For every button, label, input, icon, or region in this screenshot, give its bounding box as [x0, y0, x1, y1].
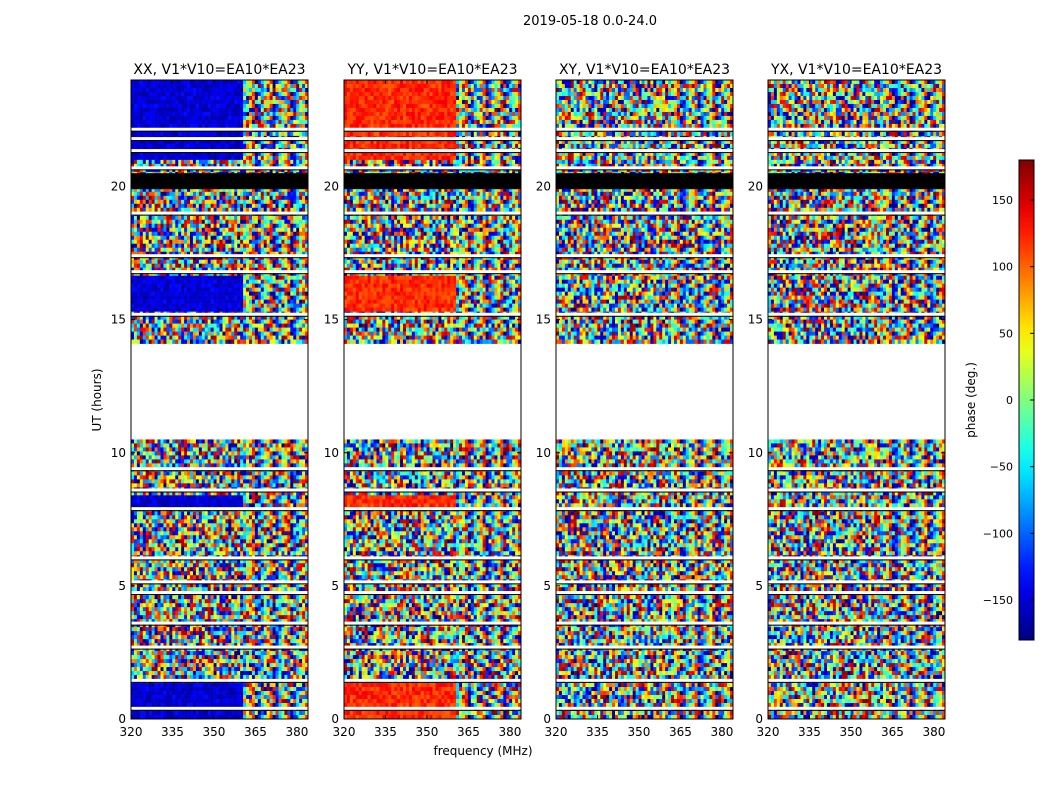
x-tick-label: 350 [840, 725, 863, 739]
x-tick-label: 335 [374, 725, 397, 739]
y-tick-label: 15 [111, 313, 126, 327]
y-tick-label: 20 [324, 180, 339, 194]
x-tick-label: 320 [757, 725, 780, 739]
y-tick-label: 5 [118, 579, 126, 593]
x-tick-label: 365 [881, 725, 904, 739]
y-tick-label: 0 [543, 712, 551, 726]
colorbar-tick-label: 50 [999, 327, 1013, 340]
x-tick-label: 365 [669, 725, 692, 739]
colorbar-tick-label: 100 [992, 261, 1013, 274]
panel-yx: YX, V1*V10=EA10*EA23 320 335 350 365 380 0 5 10 1… [748, 62, 946, 739]
y-tick-label: 15 [324, 313, 339, 327]
x-tick-label: 320 [120, 725, 143, 739]
x-axis-label: frequency (MHz) [433, 744, 532, 758]
panel-yy: YY, V1*V10=EA10*EA23 320 335 350 365 380 0 5 10 1… [324, 62, 522, 739]
panel-frame [343, 79, 522, 720]
x-tick-label: 320 [333, 725, 356, 739]
x-tick-label: 320 [545, 725, 568, 739]
figure-suptitle: 2019-05-18 0.0-24.0 [0, 14, 1050, 29]
y-tick-label: 10 [536, 446, 551, 460]
panel-frame [130, 79, 309, 720]
panel-title: YY, V1*V10=EA10*EA23 [346, 62, 517, 78]
panel-xy: XY, V1*V10=EA10*EA23 320 335 350 365 380 0 5 10 1… [536, 62, 734, 739]
y-tick-label: 0 [118, 712, 126, 726]
x-tick-label: 335 [586, 725, 609, 739]
x-tick-label: 350 [203, 725, 226, 739]
panel-frame [555, 79, 734, 720]
y-tick-label: 15 [748, 313, 763, 327]
x-tick-label: 380 [285, 725, 308, 739]
x-tick-label: 350 [416, 725, 439, 739]
y-tick-label: 10 [324, 446, 339, 460]
y-axis-label: UT (hours) [90, 368, 104, 431]
phase-heatmap [556, 80, 733, 719]
y-tick-label: 20 [111, 180, 126, 194]
y-tick-label: 10 [111, 446, 126, 460]
panel-xx: XX, V1*V10=EA10*EA23 320 335 350 365 380 0 5 10 1… [111, 62, 309, 739]
colorbar: 150 100 50 0 −50 −100 −150 [983, 159, 1035, 641]
panel-frame [767, 79, 946, 720]
y-tick-label: 5 [543, 579, 551, 593]
panel-title: XX, V1*V10=EA10*EA23 [133, 62, 305, 78]
y-tick-label: 20 [536, 180, 551, 194]
y-tick-label: 5 [331, 579, 339, 593]
colorbar-tick-label: −150 [983, 594, 1013, 607]
colorbar-label: phase (deg.) [964, 362, 978, 438]
x-tick-label: 380 [922, 725, 945, 739]
x-tick-label: 365 [244, 725, 267, 739]
y-tick-label: 5 [755, 579, 763, 593]
y-tick-label: 15 [536, 313, 551, 327]
x-tick-label: 335 [798, 725, 821, 739]
y-tick-label: 10 [748, 446, 763, 460]
x-tick-label: 335 [161, 725, 184, 739]
panel-title: YX, V1*V10=EA10*EA23 [770, 62, 942, 78]
y-tick-label: 0 [755, 712, 763, 726]
colorbar-tick-label: 0 [1006, 394, 1013, 407]
panels-group: XX, V1*V10=EA10*EA23 320 335 350 365 380 0 5 10 1… [111, 62, 946, 739]
y-tick-label: 20 [748, 180, 763, 194]
x-tick-label: 350 [628, 725, 651, 739]
phase-heatmap [768, 80, 945, 719]
x-tick-label: 365 [457, 725, 480, 739]
phase-heatmap [131, 80, 308, 719]
panel-title: XY, V1*V10=EA10*EA23 [559, 62, 730, 78]
colorbar-tick-label: −100 [983, 527, 1013, 540]
phase-heatmap [344, 80, 521, 719]
colorbar-tick-label: 150 [992, 194, 1013, 207]
y-tick-label: 0 [331, 712, 339, 726]
x-tick-label: 380 [710, 725, 733, 739]
colorbar-tick-label: −50 [990, 461, 1013, 474]
x-tick-label: 380 [498, 725, 521, 739]
